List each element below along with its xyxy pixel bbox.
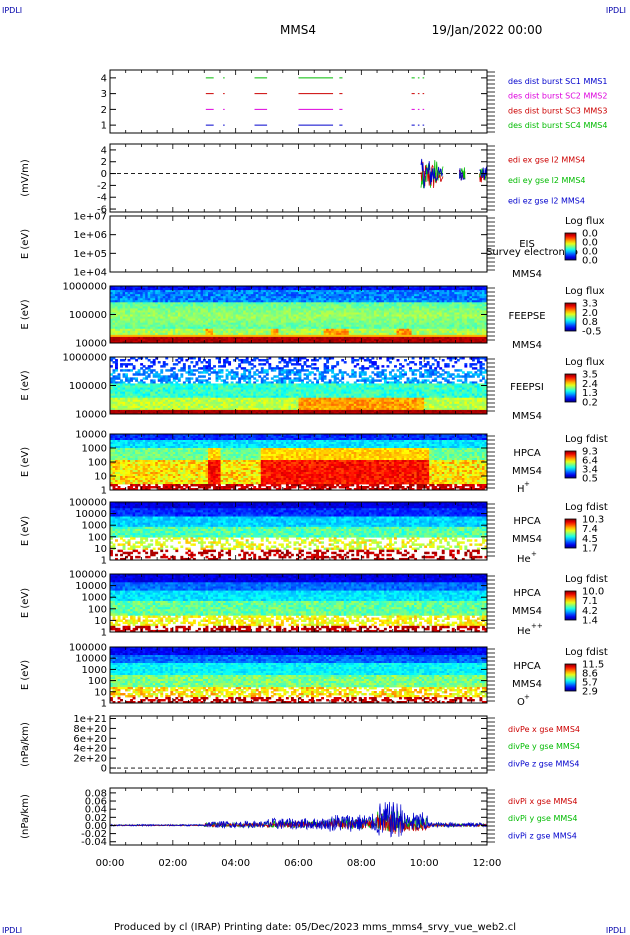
heatmap-cell xyxy=(133,377,136,379)
colorbar-tick-label: -0.5 xyxy=(582,327,602,338)
plot-title: MMS4 xyxy=(280,23,316,37)
heatmap-cell xyxy=(143,377,146,379)
y-tick-label: -4 xyxy=(97,193,107,204)
heatmap-cell xyxy=(138,373,141,375)
y-tick-label: 1 xyxy=(101,121,107,132)
heatmap-cell xyxy=(125,369,128,371)
heatmap-cell xyxy=(143,365,146,367)
heatmap-cell xyxy=(125,365,128,367)
heatmap-cell xyxy=(135,373,138,375)
panel-frame xyxy=(110,216,487,272)
heatmap-cell xyxy=(123,375,126,377)
legend-entry: edi ex gse l2 MMS4 xyxy=(508,155,585,164)
legend-entry: des dist burst SC1 MMS1 xyxy=(508,77,607,86)
y-tick-label: 2 xyxy=(101,105,107,116)
heatmap-cell xyxy=(148,369,151,371)
heatmap-cell xyxy=(135,379,138,381)
heatmap-cell xyxy=(130,363,133,365)
heatmap-cell xyxy=(143,373,146,375)
heatmap-cell xyxy=(125,379,128,381)
heatmap-cell xyxy=(130,379,133,381)
legend-entry: edi ez gse l2 MMS4 xyxy=(508,197,585,206)
heatmap-cell xyxy=(133,367,136,369)
colorbar-title: Log flux xyxy=(565,216,605,227)
panels-group: 4 3 2 1 des dist burst SC1 MMS1 des dist burs… xyxy=(20,70,608,848)
heatmap-cell xyxy=(120,365,123,367)
spacecraft-label: MMS4 xyxy=(512,340,542,351)
heatmap-cell xyxy=(120,369,123,371)
y-axis-label: (mV/m) xyxy=(20,159,31,197)
colorbar-tick-label: 0.0 xyxy=(582,256,598,267)
heatmap-cell xyxy=(145,371,148,373)
heatmap-cell xyxy=(120,359,123,361)
panel-burst: 4 3 2 1 des dist burst SC1 MMS1 des dist burs… xyxy=(101,70,608,133)
heatmap-cell xyxy=(115,377,118,379)
panel-feepsi-plot-area xyxy=(110,357,487,414)
heatmap-cell xyxy=(140,373,143,375)
heatmap-cell xyxy=(148,375,151,377)
y-tick-label: -2 xyxy=(97,181,107,192)
heatmap-cell xyxy=(153,369,156,371)
y-tick-label: 1e+04 xyxy=(73,268,107,279)
heatmap-cell xyxy=(145,377,148,379)
spacecraft-label: MMS4 xyxy=(512,269,542,280)
heatmap-cell xyxy=(145,367,148,369)
heatmap-cell xyxy=(140,363,143,365)
heatmap-cell xyxy=(150,365,153,367)
heatmap-cell xyxy=(113,371,116,373)
legend-entry: edi ey gse l2 MMS4 xyxy=(508,176,586,185)
instrument-label: FEEPSE xyxy=(508,311,545,322)
heatmap-cell xyxy=(153,375,156,377)
heatmap-cell xyxy=(128,359,131,361)
heatmap-cell xyxy=(113,361,116,363)
heatmap-cell xyxy=(135,359,138,361)
y-axis-label: E (eV) xyxy=(20,299,31,329)
heatmap-cell xyxy=(130,369,133,371)
legend-entry: des dist burst SC3 MMS3 xyxy=(508,106,607,115)
heatmap-cell xyxy=(115,369,118,371)
y-tick-label: 3 xyxy=(101,89,107,100)
y-tick-label: 2 xyxy=(101,157,107,168)
y-axis-label: E (eV) xyxy=(20,229,31,259)
panel-feepse: 1000000 100000 10000 E (eV) FEEPSE MMS4 Log fl… xyxy=(20,282,605,352)
y-tick-label: 4 xyxy=(101,145,107,156)
legend-entry: des dist burst SC4 MMS4 xyxy=(508,121,607,130)
heatmap-cell xyxy=(123,363,126,365)
heatmap-cell xyxy=(150,361,153,363)
y-tick-label: 4 xyxy=(101,73,107,84)
heatmap-cell xyxy=(123,369,126,371)
y-tick-label: 1e+07 xyxy=(73,212,107,223)
heatmap-cell xyxy=(133,373,136,375)
heatmap-cell xyxy=(153,363,156,365)
colorbar-title: Log flux xyxy=(565,286,605,297)
panel-feepse-plot-area xyxy=(110,286,487,343)
heatmap-cell xyxy=(118,377,121,379)
y-tick-label: 10000 xyxy=(75,339,107,350)
legend-entry: des dist burst SC2 MMS2 xyxy=(508,92,607,101)
plot-date: 19/Jan/2022 00:00 xyxy=(432,23,543,37)
heatmap-cell xyxy=(128,369,131,371)
heatmap-cell xyxy=(155,375,158,377)
colorbar xyxy=(565,303,576,331)
y-tick-label: 1e+06 xyxy=(73,230,107,241)
heatmap-cell xyxy=(140,367,143,369)
colorbar xyxy=(565,233,576,260)
panel-frame xyxy=(110,70,487,133)
panel-edi-plot-area xyxy=(110,159,487,188)
heatmap-cell xyxy=(150,371,153,373)
y-tick-label: 1000000 xyxy=(62,282,107,293)
y-tick-label: 0 xyxy=(101,169,107,180)
heatmap-cell xyxy=(148,359,151,361)
heatmap-cell xyxy=(128,363,131,365)
overlay-text: Survey electron to xyxy=(486,247,578,258)
heatmap-cell xyxy=(123,359,126,361)
y-tick-label: 100000 xyxy=(69,310,107,321)
y-tick-label: 1e+05 xyxy=(73,249,107,260)
panel-burst-plot-area xyxy=(206,78,424,125)
